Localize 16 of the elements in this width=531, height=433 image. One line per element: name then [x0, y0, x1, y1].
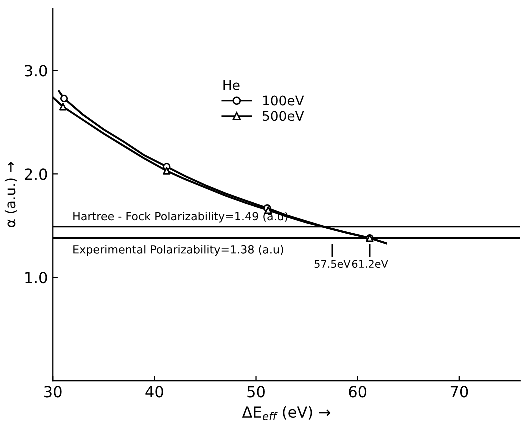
legend-label: 100eV: [263, 96, 304, 106]
y-axis-title: α (a.u.) →: [4, 162, 18, 228]
x-tick-label: 70: [450, 386, 468, 398]
legend-label: 500eV: [263, 111, 304, 122]
y-tick-label: 1.0: [26, 272, 48, 284]
x-tick-label: 50: [248, 386, 265, 398]
y-tick-label: 3.0: [25, 65, 48, 77]
ref-line-label: 57.5eV: [314, 260, 351, 268]
legend-title: He: [224, 80, 240, 90]
x-axis-title: ΔE$_{eff}$ (eV) →: [242, 406, 331, 420]
x-tick-label: 40: [146, 386, 164, 398]
x-tick-label: 30: [44, 386, 62, 398]
ref-line-label: 61.2eV: [352, 260, 388, 268]
y-tick-label: 2.0: [25, 168, 48, 180]
ref-line-label: Experimental Polarizability=1.38 (a.u): [74, 245, 284, 256]
x-tick-label: 60: [349, 386, 367, 398]
